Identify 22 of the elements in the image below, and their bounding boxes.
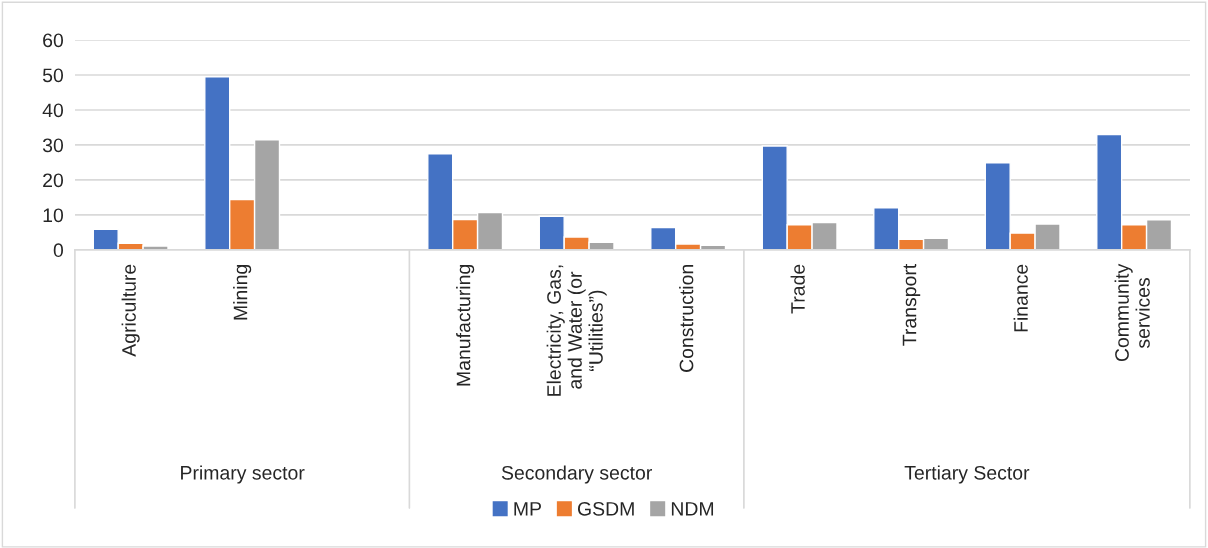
x-tick-label: Manufacturing [456,265,475,386]
y-tick-label: 0 [53,243,64,258]
x-tick-label: Agriculture [121,264,140,357]
x-tick-label: Trade [790,264,805,314]
legend-label: NDM [671,502,714,516]
x-tick-label: Community services [1114,263,1150,362]
x-tick-label: Transport [902,263,921,346]
x-tick-label: Finance [1013,264,1028,332]
y-tick-label: 20 [43,173,64,188]
y-tick-label: 50 [42,68,64,83]
legend-label: GSDM [577,501,634,516]
text: Tertiary Sector [904,465,1030,484]
legend-label: MP [514,502,541,516]
text: Secondary sector [501,465,652,484]
y-tick-label: 60 [43,33,64,48]
text: Primary sector [181,465,305,484]
y-tick-label: 30 [42,138,64,153]
x-tick-label: Electricity, Gas, and Water (or “Utilities”) [546,265,607,396]
x-tick-label: Mining [233,265,252,320]
y-tick-label: 40 [42,103,64,118]
y-tick-label: 10 [43,208,64,223]
x-tick-label: Construction [679,265,694,372]
